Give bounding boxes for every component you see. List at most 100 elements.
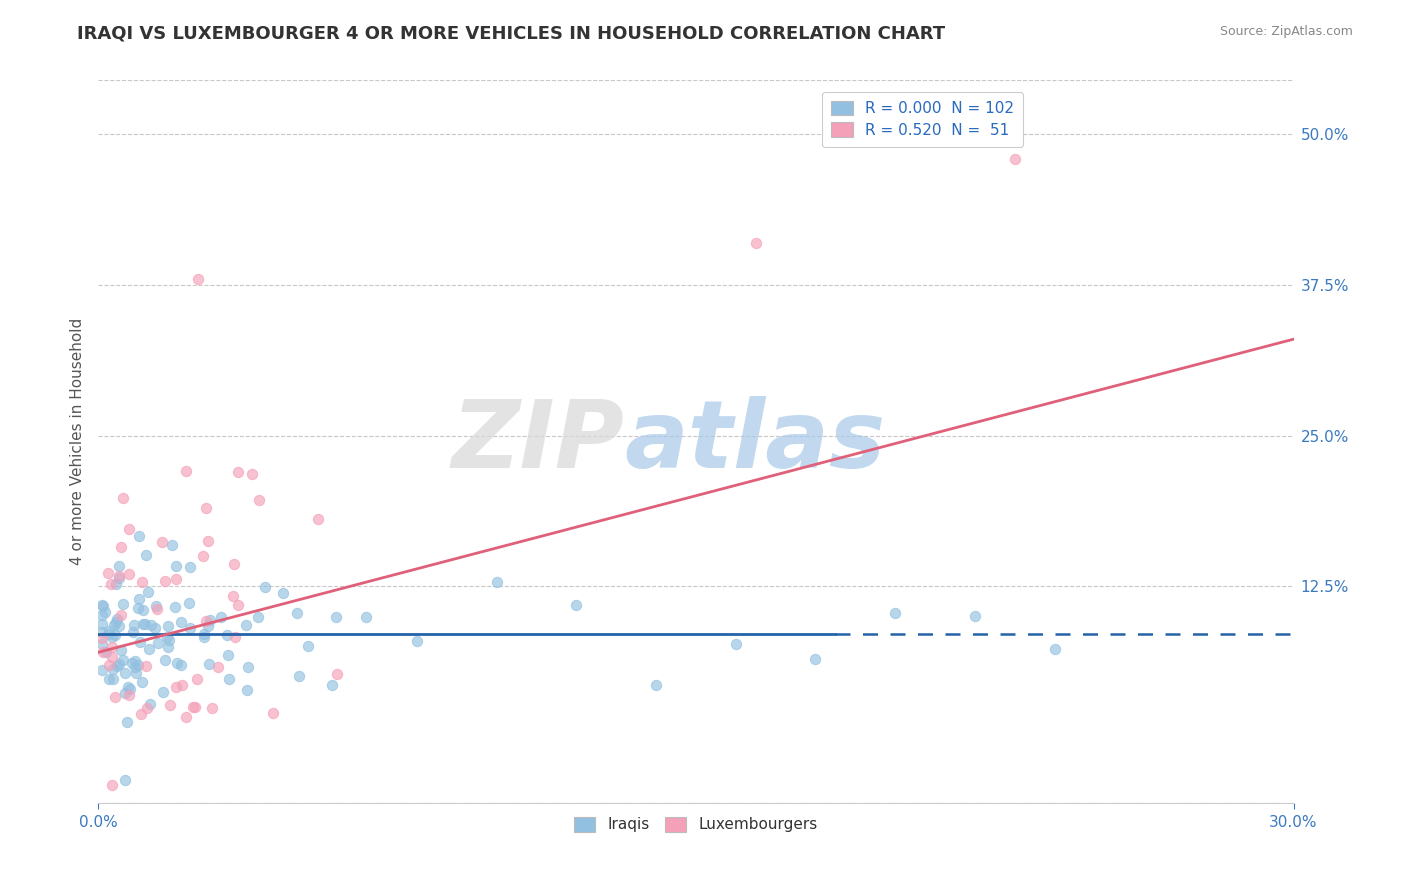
Point	[125, 665, 148, 680]
Point	[155, 574, 177, 589]
Point	[136, 701, 159, 715]
Point	[155, 652, 177, 666]
Point	[121, 656, 143, 670]
Point	[170, 615, 193, 629]
Point	[101, 778, 124, 792]
Point	[186, 673, 208, 687]
Point	[201, 701, 224, 715]
Point	[884, 606, 907, 620]
Point	[132, 603, 155, 617]
Point	[105, 612, 128, 626]
Text: ZIP: ZIP	[451, 395, 624, 488]
Point	[246, 610, 269, 624]
Point	[166, 656, 188, 670]
Point	[110, 643, 132, 657]
Point	[108, 558, 131, 573]
Point	[253, 580, 276, 594]
Point	[108, 619, 131, 633]
Point	[91, 645, 114, 659]
Point	[165, 572, 187, 586]
Point	[100, 640, 122, 654]
Point	[181, 699, 204, 714]
Point	[146, 602, 169, 616]
Point	[117, 566, 139, 581]
Point	[262, 706, 284, 720]
Point	[112, 653, 135, 667]
Text: atlas: atlas	[624, 395, 886, 488]
Point	[104, 615, 127, 629]
Point	[101, 672, 124, 686]
Point	[91, 599, 114, 613]
Point	[645, 678, 668, 692]
Point	[136, 585, 159, 599]
Point	[128, 592, 150, 607]
Point	[194, 500, 217, 515]
Point	[321, 678, 343, 692]
Point	[163, 600, 186, 615]
Point	[110, 608, 132, 623]
Point	[146, 636, 169, 650]
Point	[159, 698, 181, 713]
Point	[157, 619, 180, 633]
Point	[135, 659, 157, 673]
Point	[114, 665, 136, 680]
Point	[285, 606, 308, 620]
Point	[165, 559, 187, 574]
Point	[138, 642, 160, 657]
Point	[179, 559, 201, 574]
Point	[122, 625, 145, 640]
Point	[139, 697, 162, 711]
Point	[117, 680, 139, 694]
Point	[124, 660, 146, 674]
Point	[288, 669, 311, 683]
Point	[565, 598, 588, 612]
Point	[104, 628, 127, 642]
Point	[91, 631, 114, 645]
Point	[160, 538, 183, 552]
Point	[197, 619, 219, 633]
Point	[97, 657, 120, 672]
Point	[226, 465, 249, 479]
Point	[105, 659, 128, 673]
Point	[94, 605, 117, 619]
Point	[131, 574, 153, 589]
Point	[745, 235, 768, 250]
Point	[157, 633, 180, 648]
Point	[217, 628, 239, 642]
Point	[145, 599, 167, 613]
Point	[218, 672, 240, 686]
Point	[236, 660, 259, 674]
Point	[325, 610, 347, 624]
Point	[217, 648, 239, 662]
Point	[143, 621, 166, 635]
Point	[226, 598, 249, 612]
Point	[235, 618, 257, 632]
Point	[129, 706, 152, 721]
Y-axis label: 4 or more Vehicles in Household: 4 or more Vehicles in Household	[69, 318, 84, 566]
Point	[804, 652, 827, 666]
Point	[406, 634, 429, 648]
Point	[96, 566, 118, 580]
Point	[124, 655, 146, 669]
Point	[118, 522, 141, 536]
Point	[174, 464, 197, 478]
Point	[207, 659, 229, 673]
Point	[100, 577, 122, 591]
Point	[97, 626, 120, 640]
Point	[157, 640, 180, 654]
Point	[485, 574, 508, 589]
Point	[179, 621, 201, 635]
Point	[177, 596, 200, 610]
Point	[209, 609, 232, 624]
Point	[224, 557, 246, 571]
Point	[198, 613, 221, 627]
Point	[101, 650, 124, 665]
Point	[103, 662, 125, 676]
Point	[94, 645, 117, 659]
Point	[108, 571, 131, 585]
Point	[124, 617, 146, 632]
Point	[103, 617, 125, 632]
Point	[174, 710, 197, 724]
Point	[273, 586, 295, 600]
Point	[128, 529, 150, 543]
